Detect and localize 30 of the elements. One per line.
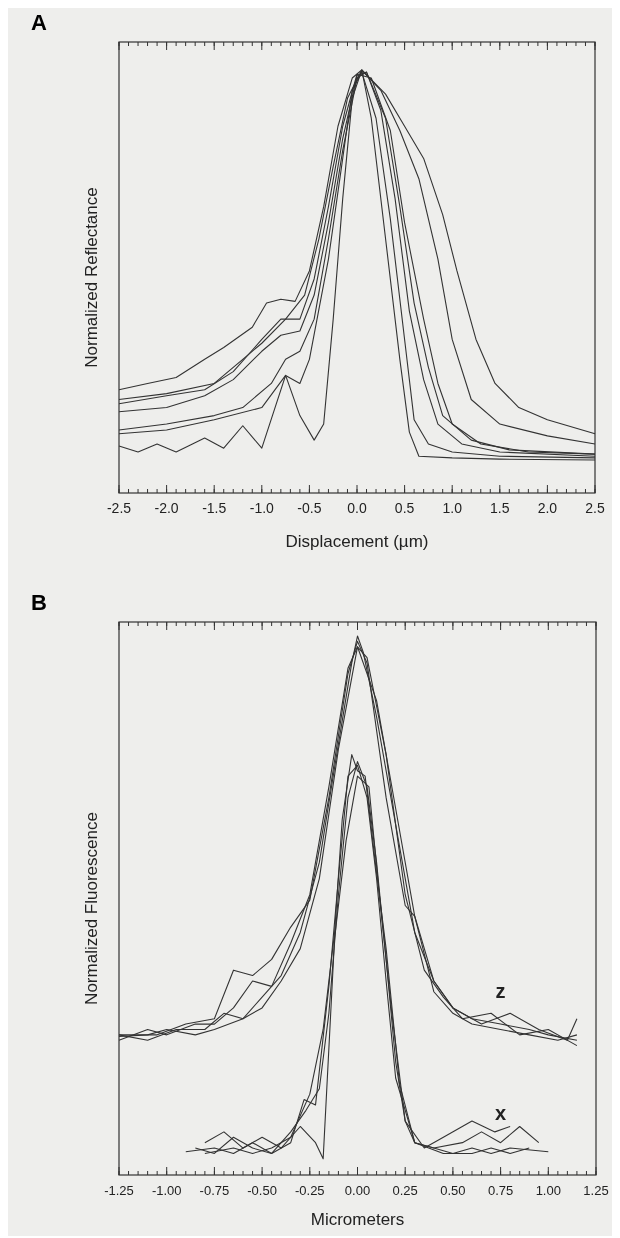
- x-tick-label: 0.5: [394, 500, 415, 516]
- x-tick-label: 0.00: [344, 1183, 371, 1198]
- y-axis-title: Normalized Fluorescence: [82, 812, 101, 1005]
- annotation: z: [495, 980, 506, 1003]
- x-tick-label: 0.25: [392, 1183, 418, 1198]
- x-tick-label: 1.5: [490, 500, 510, 516]
- x-tick-label: -1.25: [104, 1183, 134, 1198]
- x-tick-label: 0.50: [440, 1183, 466, 1198]
- chart-title: A: [31, 10, 47, 35]
- chart-title: B: [31, 590, 47, 615]
- x-tick-label: -1.0: [249, 500, 275, 516]
- x-axis-title: Displacement (µm): [285, 532, 429, 551]
- x-tick-label: -0.50: [247, 1183, 277, 1198]
- x-tick-label: 1.0: [442, 500, 463, 516]
- x-tick-label: 2.0: [537, 500, 558, 516]
- x-tick-label: 1.00: [535, 1183, 561, 1198]
- annotation: x: [495, 1101, 507, 1124]
- x-tick-label: -0.75: [199, 1183, 230, 1198]
- x-tick-label: 2.5: [585, 500, 605, 516]
- x-axis-title: Micrometers: [310, 1210, 405, 1229]
- x-tick-label: -1.00: [151, 1183, 182, 1198]
- x-tick-label: -2.0: [154, 500, 179, 516]
- x-tick-label: -2.5: [106, 500, 132, 516]
- x-tick-label: -0.25: [294, 1183, 325, 1198]
- x-tick-label: 0.0: [347, 500, 367, 516]
- x-tick-label: -1.5: [202, 500, 227, 516]
- x-tick-label: 1.25: [583, 1183, 609, 1198]
- y-axis-title: Normalized Reflectance: [82, 187, 101, 368]
- x-tick-label: -0.5: [297, 500, 322, 516]
- x-tick-label: 0.75: [487, 1183, 514, 1198]
